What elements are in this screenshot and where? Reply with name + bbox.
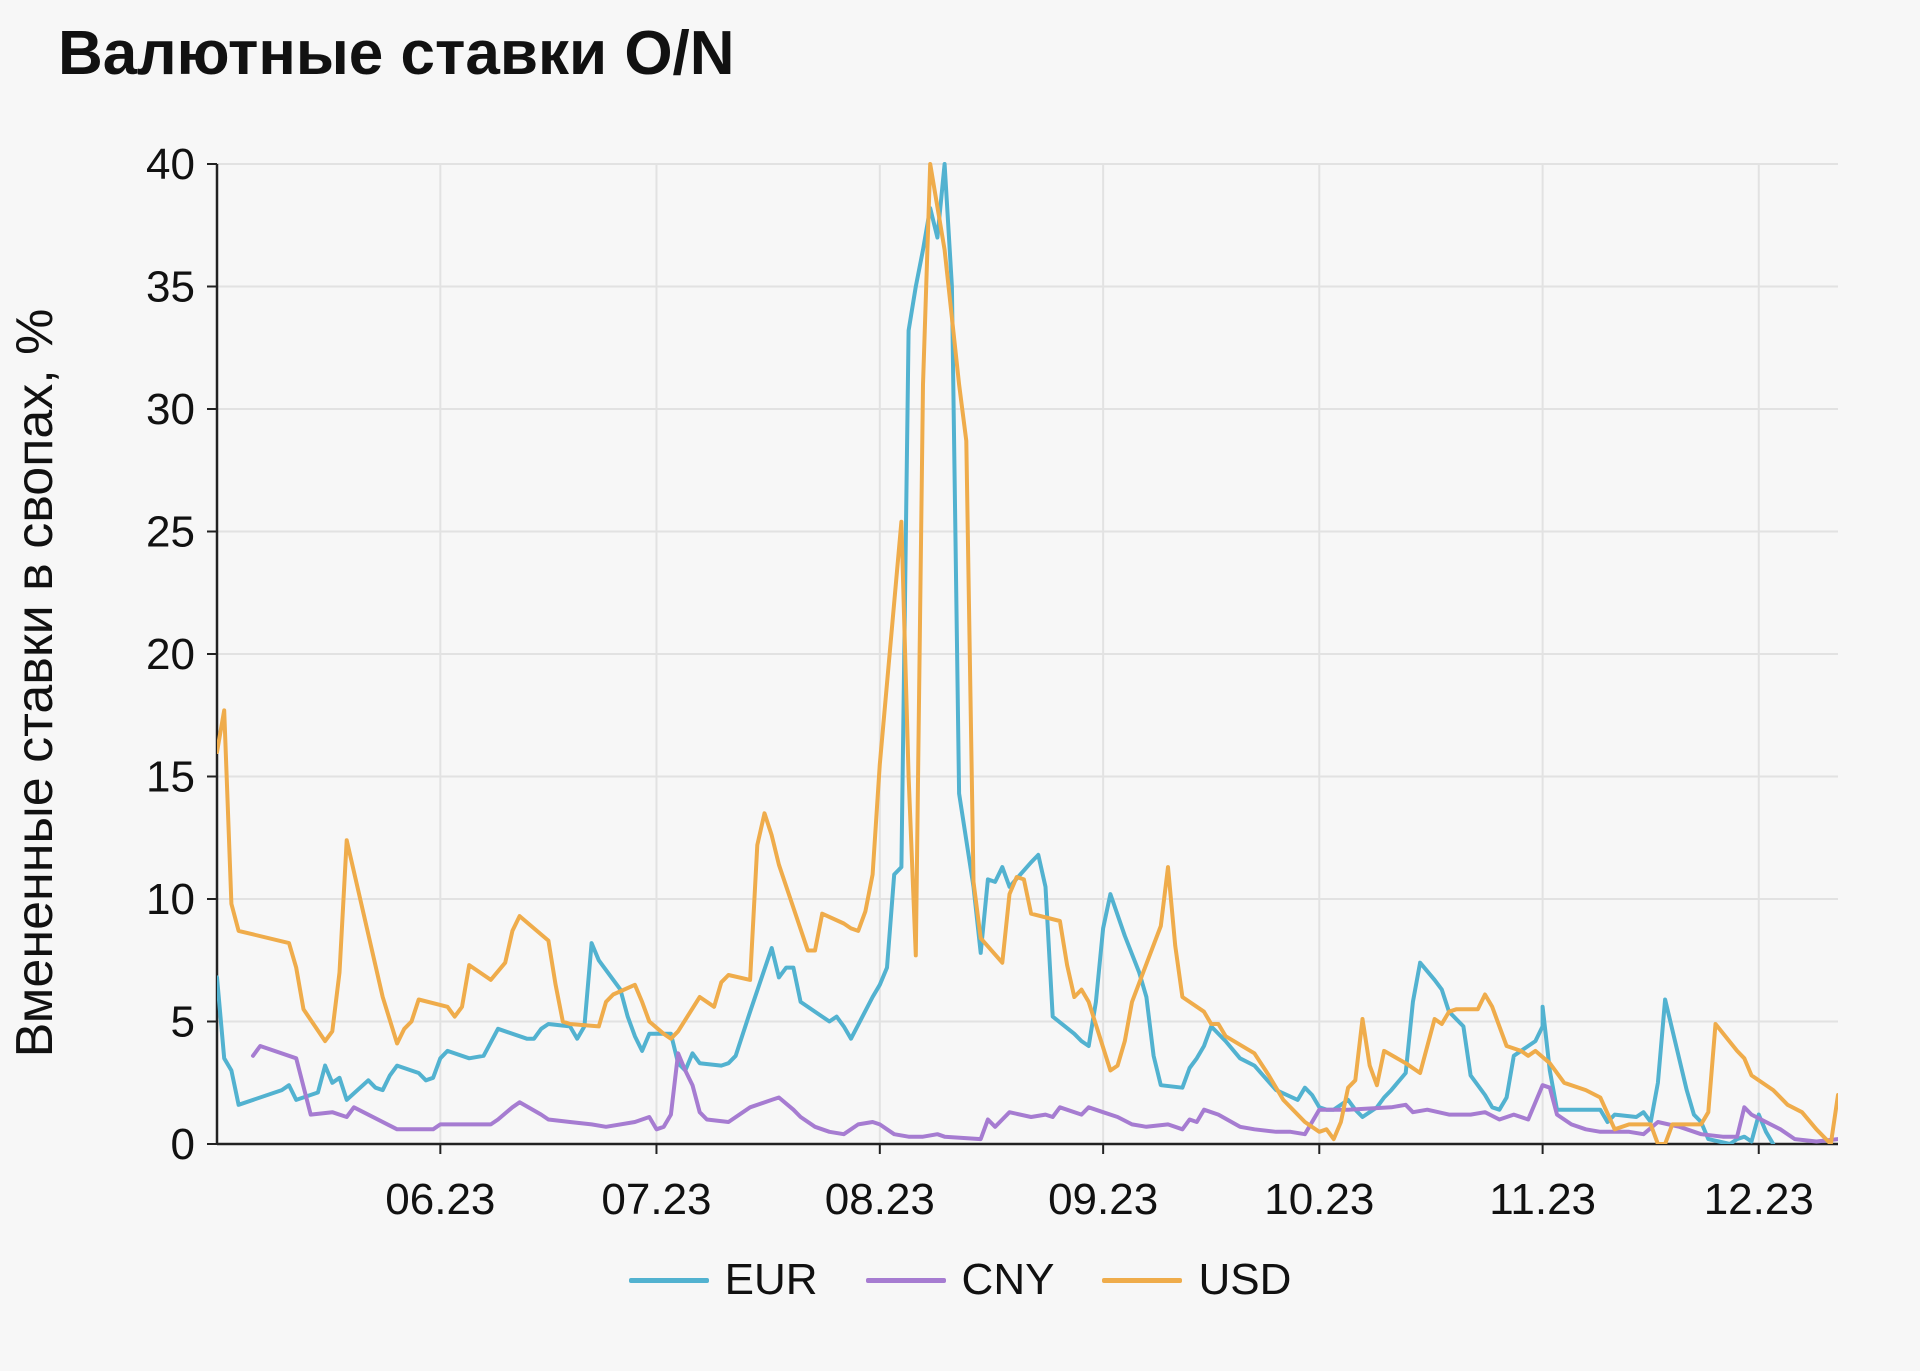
legend-item-usd: USD (1102, 1255, 1291, 1305)
y-tick-label: 10 (146, 875, 195, 924)
y-tick-label: 5 (171, 998, 195, 1047)
x-tick-label: 08.23 (825, 1175, 935, 1224)
legend-label: CNY (961, 1255, 1055, 1304)
series-line-usd (217, 162, 1838, 1144)
legend-item-eur: EUR (628, 1255, 818, 1305)
series-lines (217, 162, 1838, 1144)
y-tick-label: 25 (146, 508, 195, 557)
legend-swatch (865, 1277, 946, 1283)
series-line-eur (217, 162, 1776, 1144)
y-tick-label: 20 (146, 630, 195, 679)
y-tick-label: 30 (146, 385, 195, 434)
y-tick-label: 35 (146, 263, 195, 312)
x-tick-label: 12.23 (1704, 1175, 1814, 1224)
legend-swatch (628, 1277, 709, 1283)
legend-label: EUR (724, 1255, 818, 1304)
legend-swatch (1102, 1277, 1183, 1283)
x-tick-label: 06.23 (385, 1175, 495, 1224)
y-tick-label: 15 (146, 753, 195, 802)
y-tick-label: 40 (146, 140, 195, 189)
chart-title: Валютные ставки O/N (58, 19, 735, 88)
x-tick-label: 11.23 (1489, 1175, 1596, 1224)
legend-item-cny: CNY (865, 1255, 1055, 1305)
legend-label: USD (1198, 1255, 1292, 1304)
y-axis-label: Вмененные ставки в свопах, % (6, 309, 64, 1058)
y-tick-label: 0 (171, 1120, 195, 1169)
legend: EUR CNY USD (0, 1255, 1920, 1305)
x-tick-label: 09.23 (1048, 1175, 1158, 1224)
grid (217, 163, 1838, 1144)
x-tick-label: 07.23 (601, 1175, 711, 1224)
x-tick-label: 10.23 (1264, 1175, 1374, 1224)
axes: 0 5 10 15 20 25 30 35 40 06.23 07.23 08.23 09.23 10.2… (146, 140, 1838, 1224)
series-line-cny (251, 1044, 1838, 1144)
